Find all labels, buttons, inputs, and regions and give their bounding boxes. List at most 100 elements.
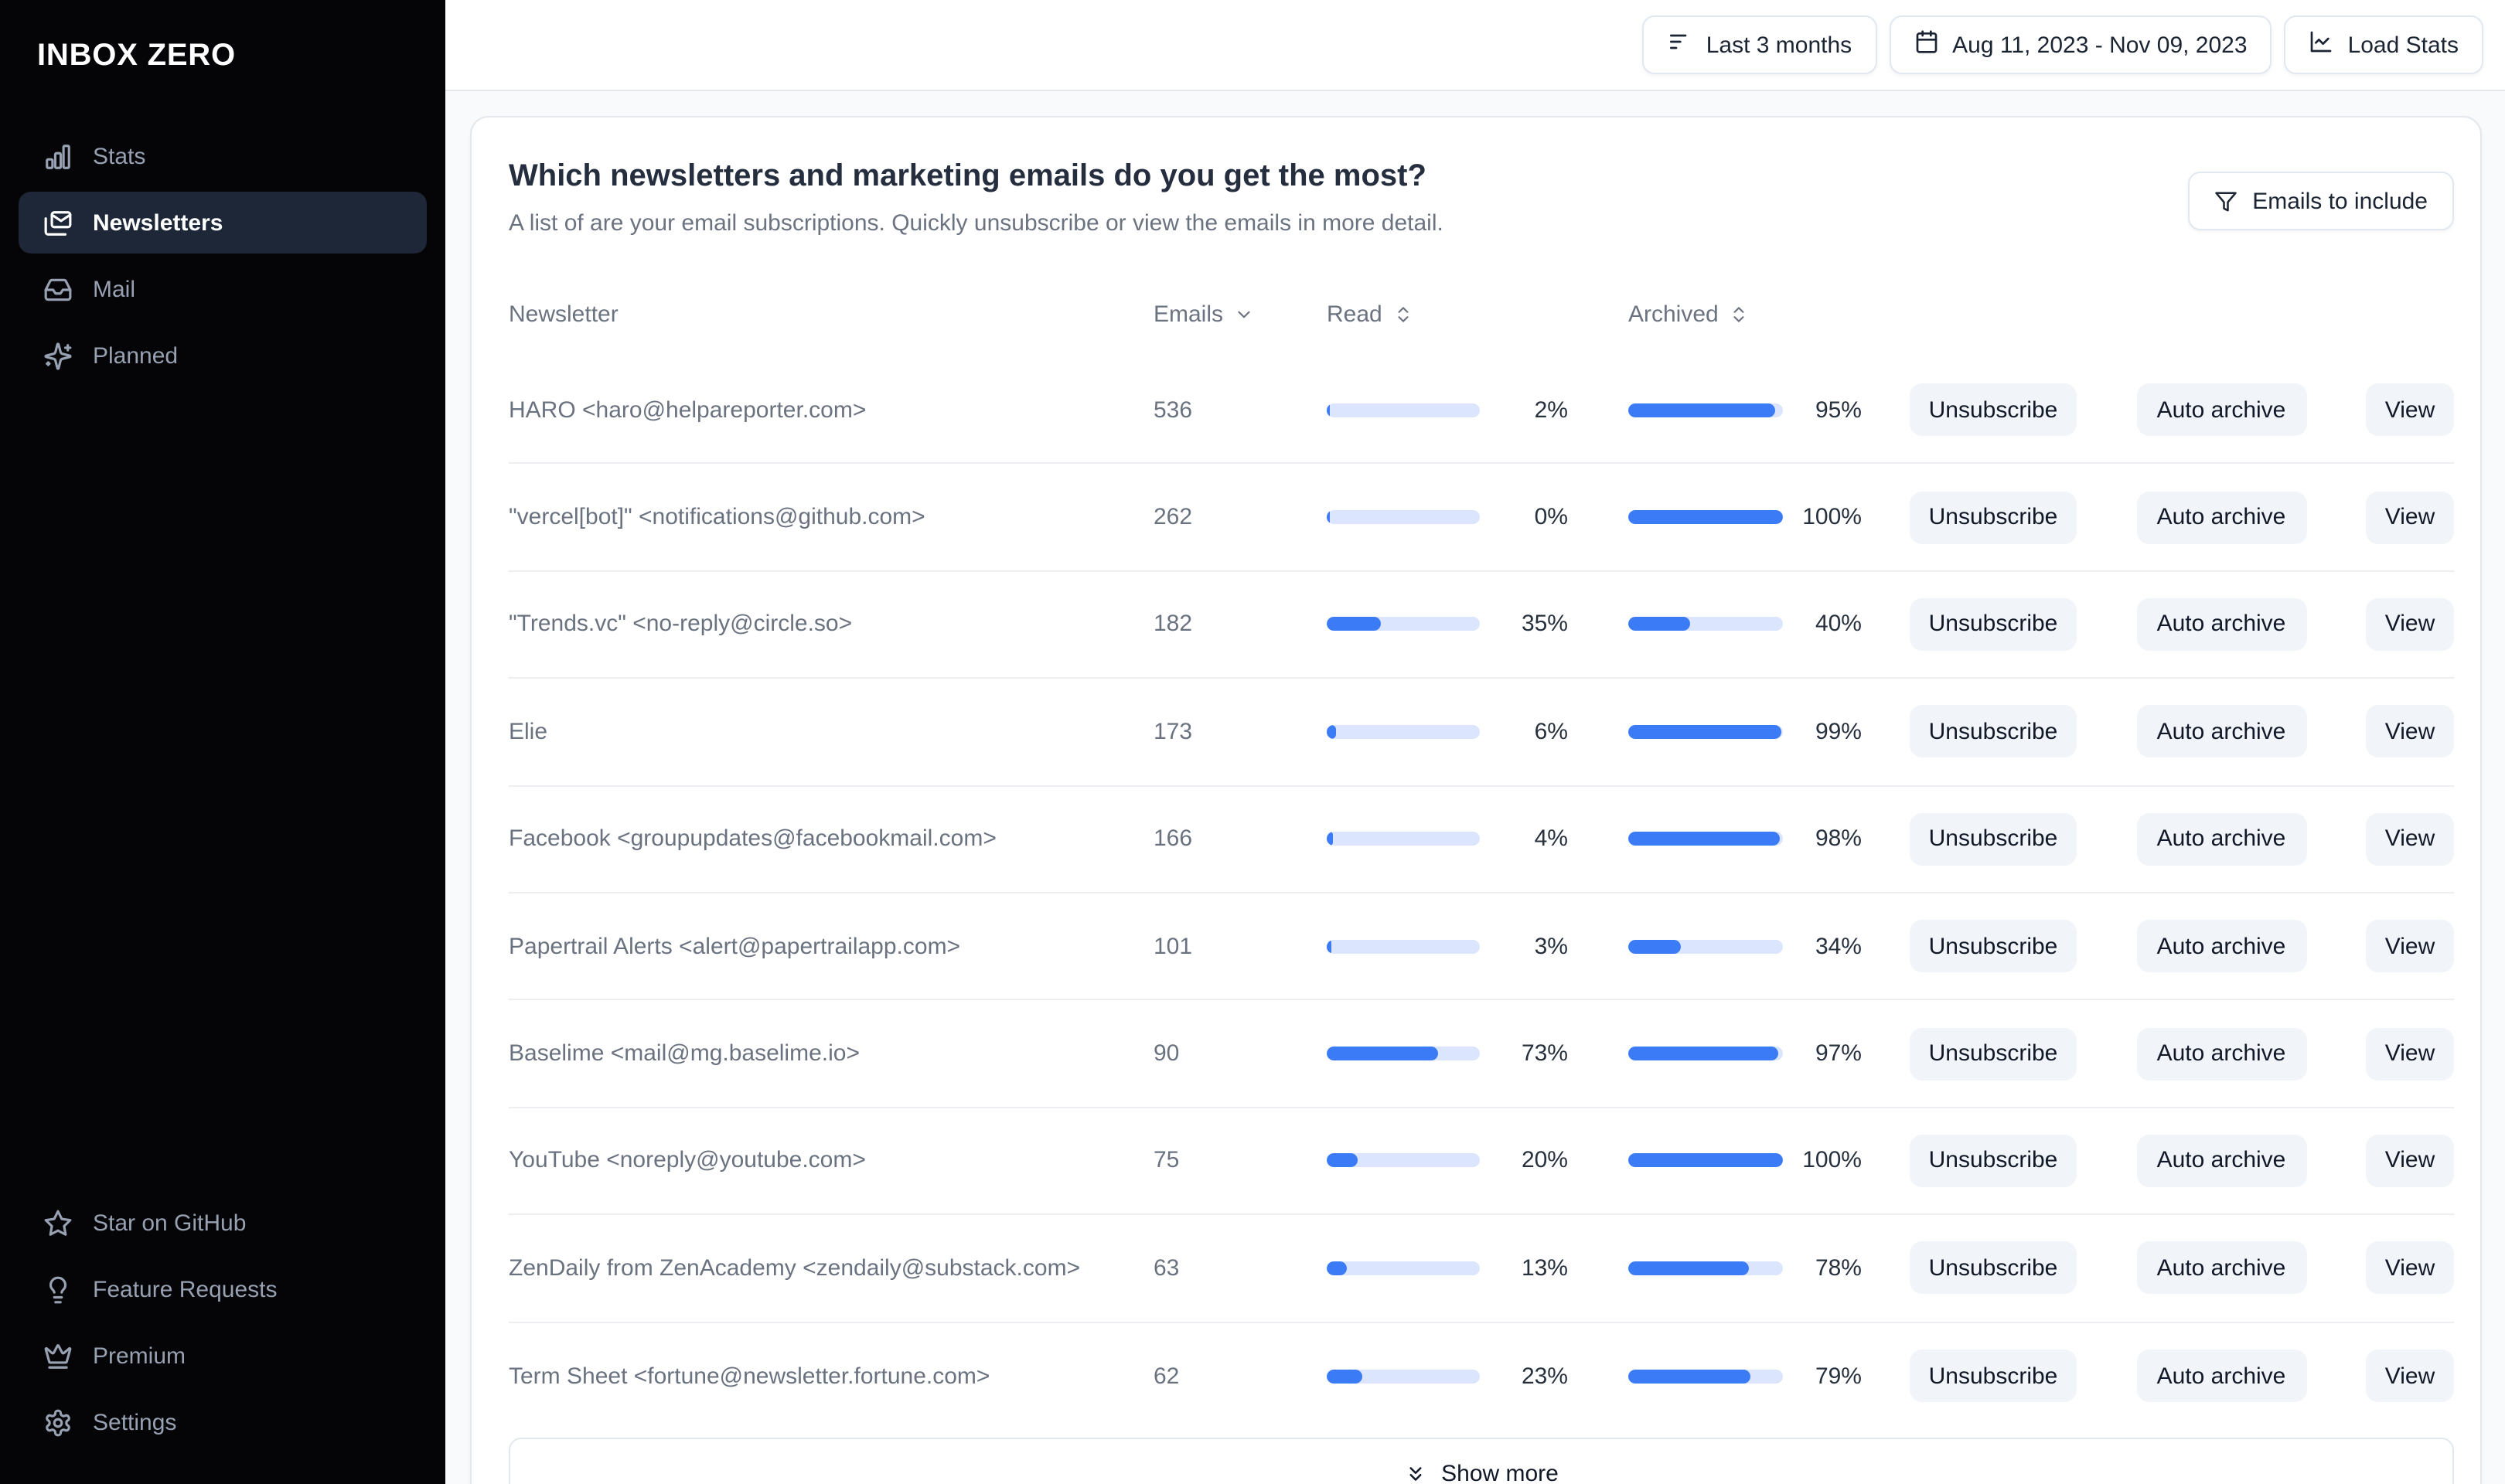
auto-archive-button[interactable]: Auto archive — [2136, 1027, 2306, 1081]
unsubscribe-button[interactable]: Unsubscribe — [1910, 1134, 2077, 1187]
auto-archive-button[interactable]: Auto archive — [2136, 383, 2306, 437]
column-header-emails[interactable]: Emails — [1154, 301, 1327, 327]
show-more-label: Show more — [1441, 1461, 1559, 1484]
show-more-button[interactable]: Show more — [509, 1437, 2454, 1484]
table-row: HARO <haro@helpareporter.com> 536 2% 95%… — [509, 357, 2454, 465]
unsubscribe-button[interactable]: Unsubscribe — [1910, 491, 2077, 544]
app-logo[interactable]: INBOX ZERO — [37, 39, 236, 73]
auto-archive-button[interactable]: Auto archive — [2136, 491, 2306, 544]
auto-archive-button[interactable]: Auto archive — [2136, 597, 2306, 651]
read-cell: 73% — [1327, 1040, 1568, 1067]
archived-cell: 79% — [1628, 1363, 1862, 1389]
auto-archive-button[interactable]: Auto archive — [2136, 1241, 2306, 1295]
read-progress-fill — [1327, 939, 1331, 954]
sidebar-item-label: Premium — [93, 1343, 186, 1369]
sidebar-nav: Stats Newsletters Mail Planned — [0, 125, 445, 391]
view-button[interactable]: View — [2366, 383, 2454, 437]
archived-progress-fill — [1628, 617, 1690, 631]
archived-percent: 100% — [1802, 504, 1862, 531]
column-header-read[interactable]: Read — [1327, 301, 1568, 327]
row-actions: Unsubscribe Auto archive View — [1910, 1027, 2454, 1081]
sidebar-item-premium[interactable]: Premium — [19, 1325, 427, 1387]
sidebar-item-feature-requests[interactable]: Feature Requests — [19, 1258, 427, 1320]
view-button[interactable]: View — [2366, 1134, 2454, 1187]
unsubscribe-button[interactable]: Unsubscribe — [1910, 1350, 2077, 1403]
sidebar-item-label: Mail — [93, 276, 136, 302]
sidebar-item-mail[interactable]: Mail — [19, 258, 427, 320]
sidebar-item-newsletters[interactable]: Newsletters — [19, 192, 427, 254]
chevron-down-icon — [1234, 304, 1254, 324]
read-percent: 6% — [1534, 718, 1568, 745]
newsletter-header-label: Newsletter — [509, 301, 619, 327]
view-button[interactable]: View — [2366, 812, 2454, 866]
read-percent: 35% — [1521, 611, 1568, 638]
unsubscribe-button[interactable]: Unsubscribe — [1910, 812, 2077, 866]
emails-to-include-button[interactable]: Emails to include — [2187, 172, 2454, 230]
archived-progress-fill — [1628, 510, 1783, 525]
emails-count: 166 — [1154, 825, 1193, 853]
read-header-label: Read — [1327, 301, 1382, 327]
sidebar-item-label: Stats — [93, 143, 146, 169]
archived-cell: 99% — [1628, 719, 1862, 745]
column-header-newsletter: Newsletter — [509, 301, 1154, 327]
read-cell: 23% — [1327, 1363, 1568, 1389]
card-subtitle: A list of are your email subscriptions. … — [509, 210, 1443, 237]
view-button[interactable]: View — [2366, 705, 2454, 758]
auto-archive-button[interactable]: Auto archive — [2136, 1134, 2306, 1187]
unsubscribe-button[interactable]: Unsubscribe — [1910, 1241, 2077, 1295]
unsubscribe-button[interactable]: Unsubscribe — [1910, 1027, 2077, 1081]
unsubscribe-button[interactable]: Unsubscribe — [1910, 705, 2077, 758]
view-button[interactable]: View — [2366, 491, 2454, 544]
unsubscribe-button[interactable]: Unsubscribe — [1910, 383, 2077, 437]
newsletter-name: Facebook <groupupdates@facebookmail.com> — [509, 825, 997, 853]
row-actions: Unsubscribe Auto archive View — [1910, 1241, 2454, 1295]
read-progress-fill — [1327, 832, 1333, 846]
lightbulb-icon — [43, 1275, 73, 1304]
card-header: Which newsletters and marketing emails d… — [509, 155, 2454, 240]
unsubscribe-button[interactable]: Unsubscribe — [1910, 597, 2077, 651]
view-button[interactable]: View — [2366, 1027, 2454, 1081]
emails-count: 182 — [1154, 611, 1193, 638]
sidebar-item-star-on-github[interactable]: Star on GitHub — [19, 1192, 427, 1254]
crown-icon — [43, 1341, 73, 1370]
auto-archive-button[interactable]: Auto archive — [2136, 920, 2306, 973]
gear-icon — [43, 1407, 73, 1437]
archived-cell: 100% — [1628, 504, 1862, 530]
read-progress-fill — [1327, 1047, 1439, 1061]
view-button[interactable]: View — [2366, 1350, 2454, 1403]
unsubscribe-button[interactable]: Unsubscribe — [1910, 920, 2077, 973]
read-progress-fill — [1327, 1261, 1347, 1275]
read-progress-fill — [1327, 1153, 1358, 1168]
archived-progress-fill — [1628, 1153, 1783, 1168]
read-cell: 6% — [1327, 719, 1568, 745]
column-header-archived[interactable]: Archived — [1628, 301, 1862, 327]
read-cell: 20% — [1327, 1148, 1568, 1174]
auto-archive-button[interactable]: Auto archive — [2136, 812, 2306, 866]
read-progress-fill — [1327, 724, 1336, 739]
view-button[interactable]: View — [2366, 920, 2454, 973]
view-button[interactable]: View — [2366, 1241, 2454, 1295]
load-stats-button[interactable]: Load Stats — [2284, 15, 2483, 74]
date-range-picker-button[interactable]: Aug 11, 2023 - Nov 09, 2023 — [1889, 15, 2272, 74]
read-progress-fill — [1327, 1369, 1362, 1384]
sidebar-item-stats[interactable]: Stats — [19, 125, 427, 187]
chevrons-up-down-icon — [1393, 304, 1413, 324]
sidebar-item-settings[interactable]: Settings — [19, 1391, 427, 1453]
emails-header-label: Emails — [1154, 301, 1224, 327]
view-button[interactable]: View — [2366, 597, 2454, 651]
archived-progress-bar — [1628, 1047, 1783, 1061]
read-progress-bar — [1327, 939, 1480, 954]
table-row: Elie 173 6% 99% Unsubscribe Auto archive… — [509, 679, 2454, 787]
archived-progress-bar — [1628, 939, 1783, 954]
auto-archive-button[interactable]: Auto archive — [2136, 705, 2306, 758]
read-percent: 20% — [1521, 1147, 1568, 1174]
archived-progress-fill — [1628, 403, 1775, 417]
auto-archive-button[interactable]: Auto archive — [2136, 1350, 2306, 1403]
date-range-preset-button[interactable]: Last 3 months — [1642, 15, 1877, 74]
archived-progress-fill — [1628, 724, 1781, 739]
sidebar-item-planned[interactable]: Planned — [19, 325, 427, 386]
newsletter-name: Term Sheet <fortune@newsletter.fortune.c… — [509, 1363, 990, 1390]
sidebar-item-label: Feature Requests — [93, 1276, 278, 1302]
archived-percent: 100% — [1802, 1147, 1862, 1174]
